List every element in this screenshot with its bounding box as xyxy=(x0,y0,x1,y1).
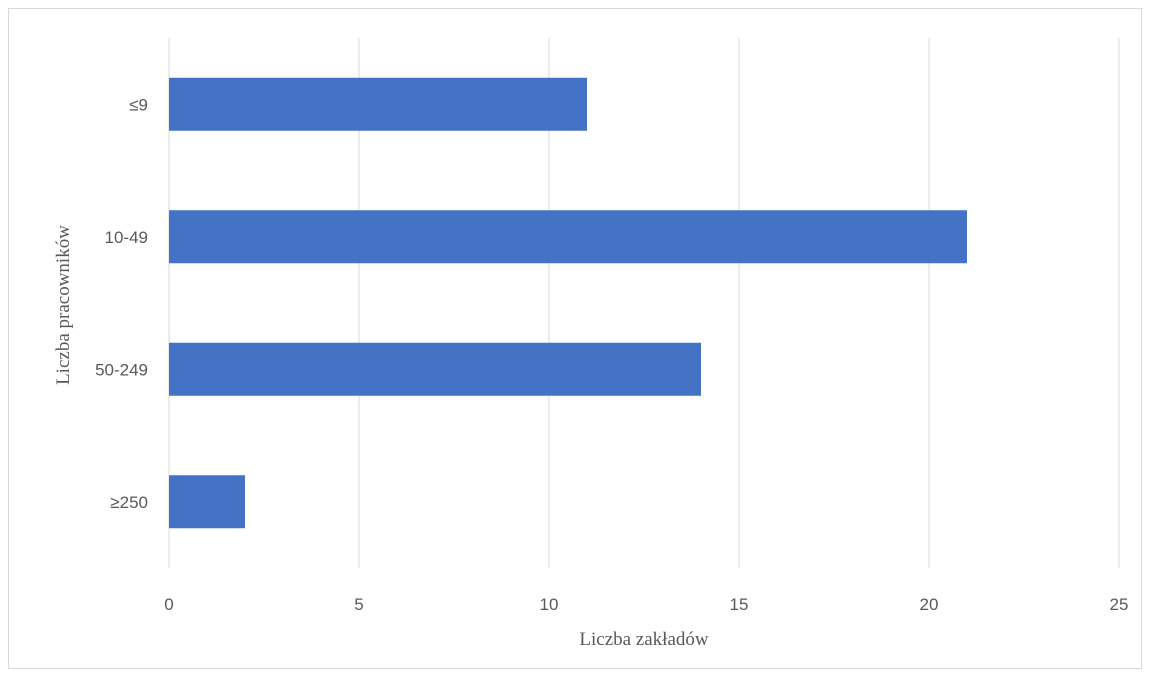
y-tick-label-1: ≤9 xyxy=(129,95,148,114)
y-axis-title: Liczba pracowników xyxy=(53,225,74,385)
bar-1 xyxy=(169,77,587,131)
x-axis-title: Liczba zakładów xyxy=(579,629,709,650)
bars xyxy=(169,77,967,529)
y-tick-label-2: 10-49 xyxy=(105,228,148,247)
x-tick-label-15: 15 xyxy=(730,595,749,614)
y-tick-label-3: 50-249 xyxy=(95,360,148,379)
y-tick-label-4: ≥250 xyxy=(110,493,148,512)
x-tick-label-0: 0 xyxy=(164,595,173,614)
bar-4 xyxy=(169,475,245,529)
x-tick-labels: 0 5 10 15 20 25 xyxy=(164,595,1128,614)
y-tick-labels: ≤9 10-49 50-249 ≥250 xyxy=(95,95,148,512)
x-tick-label-10: 10 xyxy=(540,595,559,614)
bar-3 xyxy=(169,342,701,396)
x-tick-label-25: 25 xyxy=(1110,595,1129,614)
bar-2 xyxy=(169,210,967,264)
x-tick-label-20: 20 xyxy=(920,595,939,614)
x-tick-label-5: 5 xyxy=(354,595,363,614)
